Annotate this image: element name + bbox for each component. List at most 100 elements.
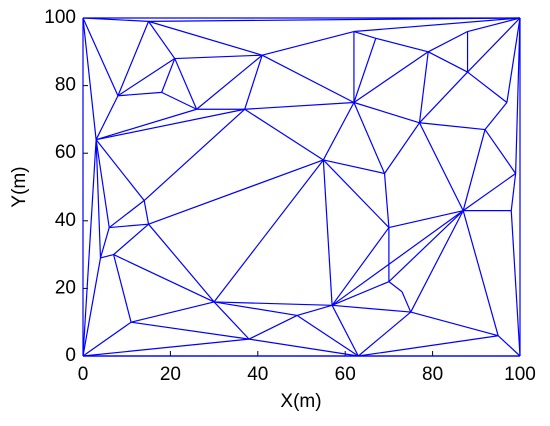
mesh-edge (117, 91, 162, 97)
mesh-edge (82, 17, 119, 96)
mesh-edge (82, 17, 97, 140)
mesh-edge (100, 254, 114, 259)
mesh-edge (143, 200, 150, 225)
mesh-edge (261, 54, 355, 104)
mesh-edge (248, 338, 359, 357)
mesh-edge (388, 210, 464, 229)
mesh-edge (467, 71, 508, 103)
mesh-edge (82, 257, 102, 357)
mesh-edge (388, 210, 464, 283)
mesh-edge (515, 17, 521, 174)
mesh-edge (462, 210, 499, 336)
mesh-edge (401, 291, 412, 313)
mesh-edge (214, 301, 298, 317)
mesh-edge (130, 301, 215, 323)
mesh-edge (148, 21, 176, 59)
mesh-edge (427, 51, 468, 73)
mesh-edge (262, 30, 355, 56)
mesh-edge (353, 101, 420, 124)
mesh-edge (357, 311, 412, 357)
mesh-edge (148, 17, 521, 22)
mesh-edge (410, 210, 464, 313)
mesh-edge (484, 129, 517, 174)
mesh-edge (353, 102, 386, 174)
mesh-edge (296, 304, 333, 317)
x-tick-label: 40 (247, 364, 268, 385)
mesh-edge (82, 321, 132, 357)
mesh-edge (148, 20, 263, 56)
mesh-edge (375, 37, 429, 53)
mesh-edge (143, 108, 246, 201)
mesh-edge (161, 58, 176, 93)
x-tick-label: 0 (78, 364, 89, 385)
mesh-edge (322, 159, 333, 306)
mesh-edge (213, 159, 324, 303)
mesh-edge (196, 54, 263, 110)
y-tick-label: 60 (55, 142, 76, 163)
mesh-edge (383, 173, 390, 228)
mesh-edge (506, 17, 521, 103)
mesh-edge (174, 58, 198, 110)
mesh-edge (99, 227, 110, 259)
y-tick-label: 20 (55, 277, 76, 298)
mesh-edge (331, 210, 464, 306)
mesh-edge (244, 108, 324, 161)
mesh-edge (497, 335, 521, 357)
mesh-edge (248, 314, 298, 340)
mesh-edge (148, 223, 215, 303)
mesh-edge (353, 17, 521, 33)
x-axis-label: X(m) (280, 391, 321, 412)
mesh-edge (331, 227, 390, 306)
mesh-edge (109, 223, 149, 229)
y-tick-label: 0 (65, 345, 76, 366)
mesh-edge (117, 21, 150, 96)
mesh-edge (467, 17, 521, 73)
mesh-edge (384, 122, 420, 174)
mesh-edge (332, 304, 411, 313)
mesh-edge (161, 91, 197, 110)
mesh-edge (418, 122, 464, 211)
mesh-edge (82, 338, 250, 357)
mesh-edge (467, 17, 521, 33)
mesh-edge (322, 102, 355, 161)
mesh-edge (130, 321, 250, 340)
mesh-edge (95, 139, 110, 228)
x-tick-label: 20 (160, 364, 181, 385)
mesh-edge (82, 17, 149, 22)
mesh-edge (213, 301, 250, 340)
mesh-edge (296, 314, 359, 357)
mesh-edge (419, 122, 486, 131)
mesh-edge (95, 139, 102, 259)
mesh-edge (95, 108, 197, 141)
mesh-edge (113, 254, 132, 323)
mesh-edge (244, 54, 263, 110)
mesh-edge (419, 71, 468, 124)
mesh-edge (353, 30, 376, 39)
mesh-edge (323, 159, 385, 175)
y-tick-label: 80 (55, 75, 76, 96)
mesh-edge (410, 311, 499, 337)
x-tick-label: 100 (504, 364, 536, 385)
x-tick-label: 60 (335, 364, 356, 385)
mesh-edge (95, 139, 145, 201)
mesh-edge (174, 54, 263, 60)
x-tick-label: 80 (422, 364, 443, 385)
mesh-edge (353, 38, 377, 103)
mesh-edge (510, 173, 517, 211)
y-axis-label: Y(m) (9, 166, 30, 207)
mesh-edge (95, 95, 119, 140)
mesh-edge (462, 172, 516, 212)
mesh-edge (108, 200, 145, 229)
mesh-edge (95, 108, 245, 141)
mesh-edge (358, 335, 499, 357)
mesh-edge (331, 305, 359, 357)
mesh-edge (353, 51, 429, 103)
mesh-edge (510, 210, 521, 357)
mesh-edge (462, 129, 486, 211)
mesh-edge (82, 139, 97, 357)
y-tick-label: 40 (55, 210, 76, 231)
mesh-edge (322, 159, 390, 228)
mesh-edge (148, 159, 324, 225)
